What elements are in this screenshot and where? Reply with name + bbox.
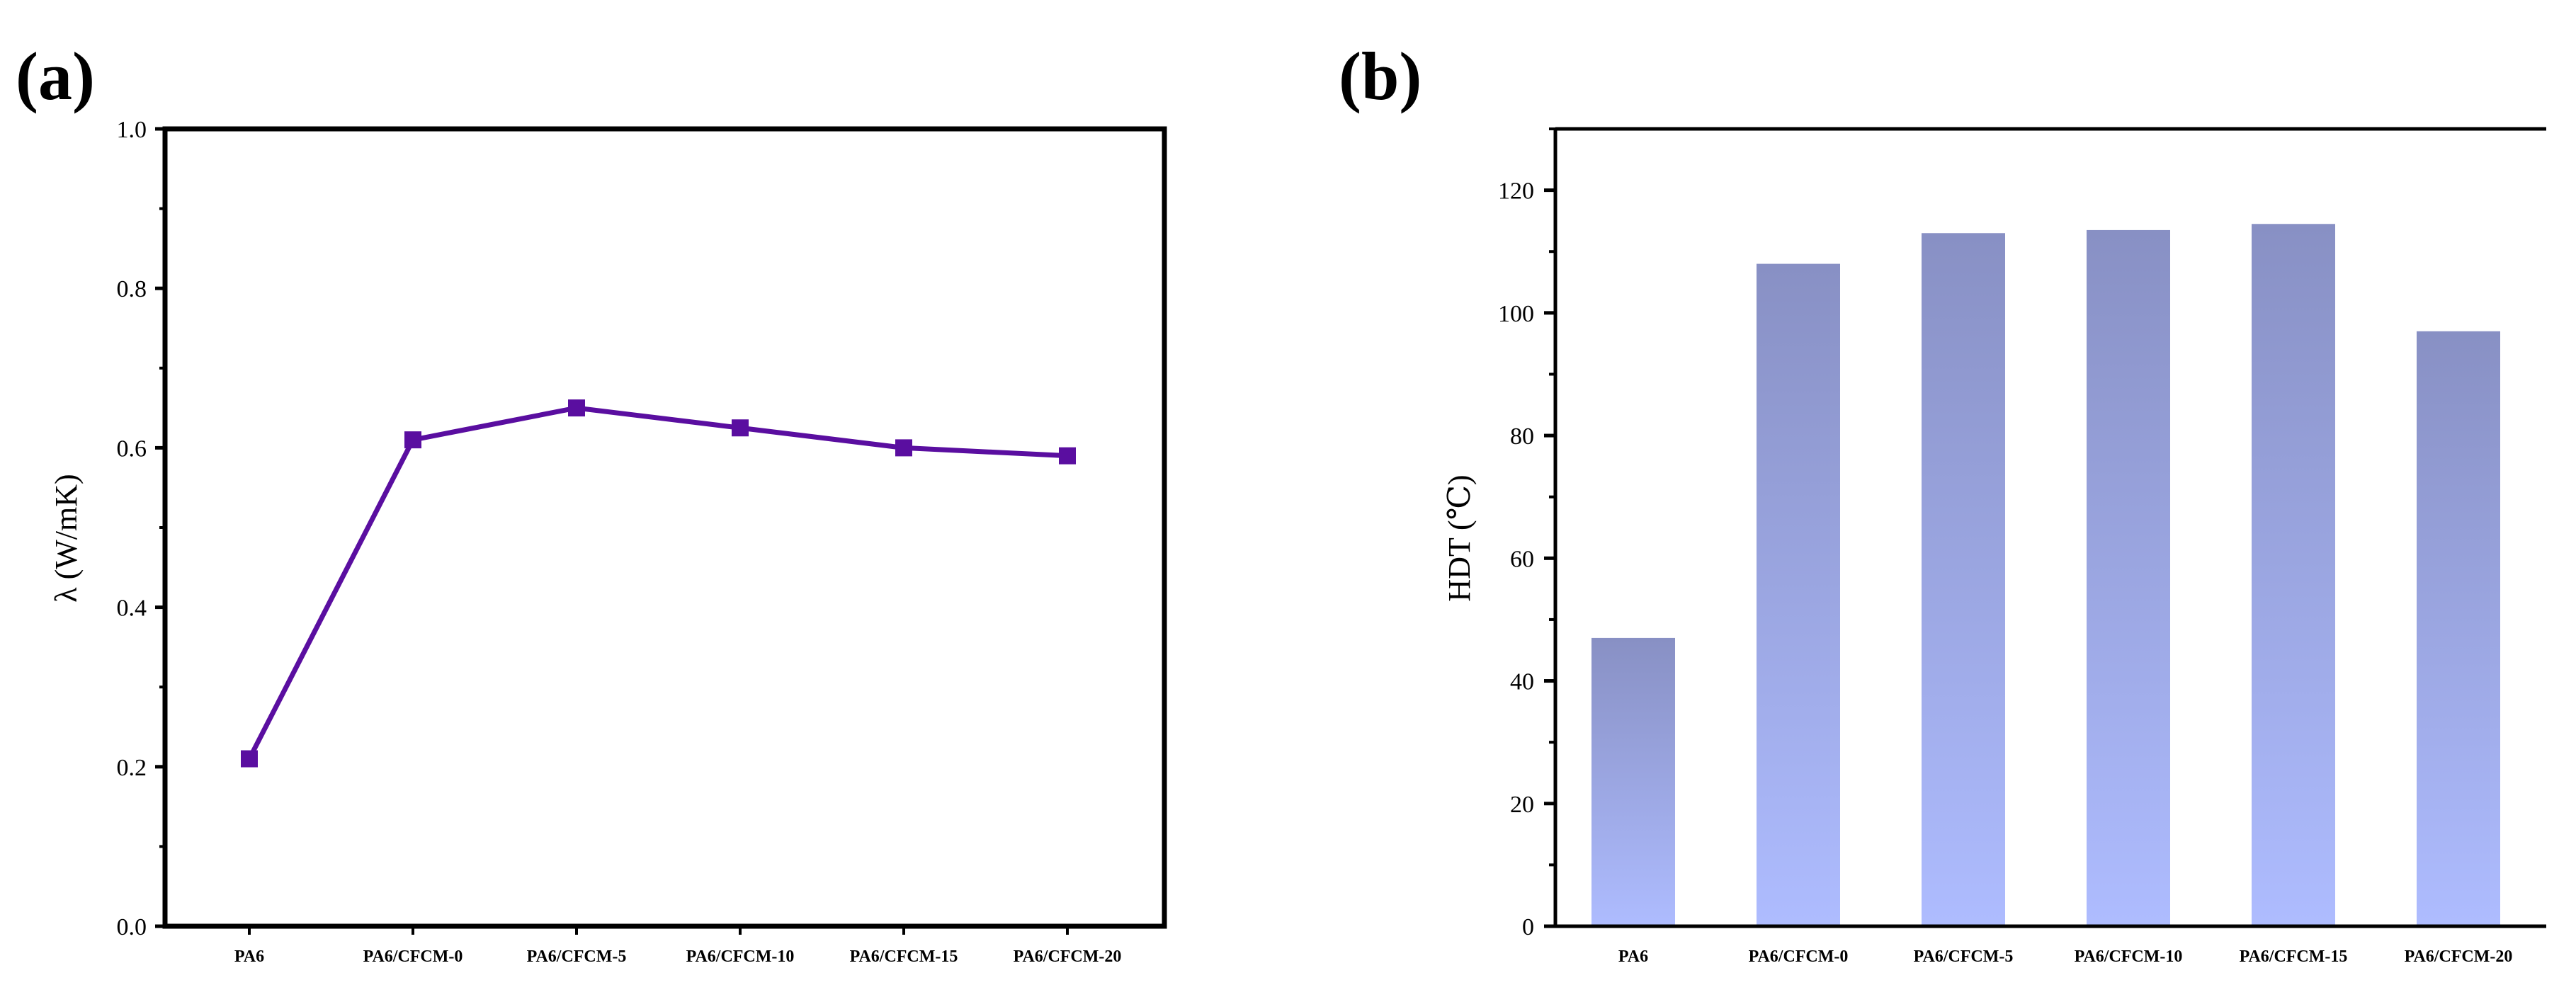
chart-a-thermal-conductivity: (a) λ (W/mK) 0.0 0.2 0.4 0.6 0.8 1.0 PA6 PA6/C…	[16, 38, 1167, 966]
panel-label-a: (a)	[16, 38, 95, 114]
x-tick-label-a: PA6/CFCM-5	[527, 947, 627, 966]
x-tick-label-a: PA6/CFCM-0	[363, 947, 463, 966]
y-axis-title-a: λ (W/mK)	[49, 474, 84, 602]
x-tick-label-b: PA6/CFCM-20	[2405, 947, 2513, 966]
bar-b	[1591, 637, 1675, 926]
y-tick-label-b: 120	[1498, 178, 1534, 205]
x-tick-label-a: PA6/CFCM-10	[686, 947, 795, 966]
bar-b	[1757, 263, 1840, 926]
x-tick-label-b: PA6/CFCM-15	[2240, 947, 2348, 966]
data-point-a	[1059, 447, 1076, 465]
x-tick-labels-a: PA6 PA6/CFCM-0 PA6/CFCM-5 PA6/CFCM-10 PA6/CF…	[234, 926, 1122, 966]
y-tick-label-a: 0.0	[117, 914, 147, 940]
data-point-a	[568, 399, 585, 417]
x-tick-label-a: PA6/CFCM-20	[1014, 947, 1122, 966]
series-line-a	[246, 405, 1068, 761]
y-tick-label-b: 60	[1510, 546, 1534, 572]
plot-frame-a	[162, 126, 1167, 929]
chart-b-hdt: (b) HDT (℃) 0 20 40 60 80 100 120 PA6 PA6/CFCM-…	[1339, 38, 2546, 966]
y-axis-title-b: HDT (℃)	[1442, 474, 1477, 601]
x-tick-label-b: PA6/CFCM-10	[2075, 947, 2183, 966]
data-point-a	[732, 419, 749, 437]
y-tick-label-a: 1.0	[117, 117, 147, 143]
y-ticks-a: 0.0 0.2 0.4 0.6 0.8 1.0	[117, 117, 165, 940]
y-tick-label-b: 100	[1498, 301, 1534, 327]
x-tick-label-a: PA6	[234, 947, 264, 966]
y-tick-label-b: 80	[1510, 423, 1534, 450]
y-tick-label-a: 0.8	[117, 276, 147, 302]
y-tick-label-b: 20	[1510, 792, 1534, 818]
series-a	[241, 399, 1076, 768]
y-tick-label-b: 40	[1510, 669, 1534, 695]
bar-b	[2087, 229, 2170, 926]
bar-b	[1922, 233, 2005, 926]
y-tick-label-a: 0.4	[117, 596, 147, 622]
data-point-a	[404, 431, 421, 449]
panel-label-b: (b)	[1339, 38, 1422, 114]
y-tick-label-b: 0	[1522, 914, 1534, 940]
y-ticks-b: 0 20 40 60 80 100 120	[1498, 127, 1555, 940]
x-tick-label-b: PA6	[1618, 947, 1648, 966]
x-tick-label-b: PA6/CFCM-0	[1749, 947, 1849, 966]
bar-b	[2252, 224, 2335, 926]
bars-b	[1591, 224, 2500, 926]
data-point-a	[241, 750, 258, 768]
data-point-a	[895, 439, 912, 457]
bar-b	[2417, 331, 2500, 926]
x-tick-label-b: PA6/CFCM-5	[1914, 947, 2014, 966]
y-tick-label-a: 0.6	[117, 435, 147, 462]
y-tick-label-a: 0.2	[117, 755, 147, 781]
x-tick-label-a: PA6/CFCM-15	[850, 947, 958, 966]
x-tick-labels-b: PA6 PA6/CFCM-0 PA6/CFCM-5 PA6/CFCM-10 PA6/CF…	[1618, 947, 2513, 966]
